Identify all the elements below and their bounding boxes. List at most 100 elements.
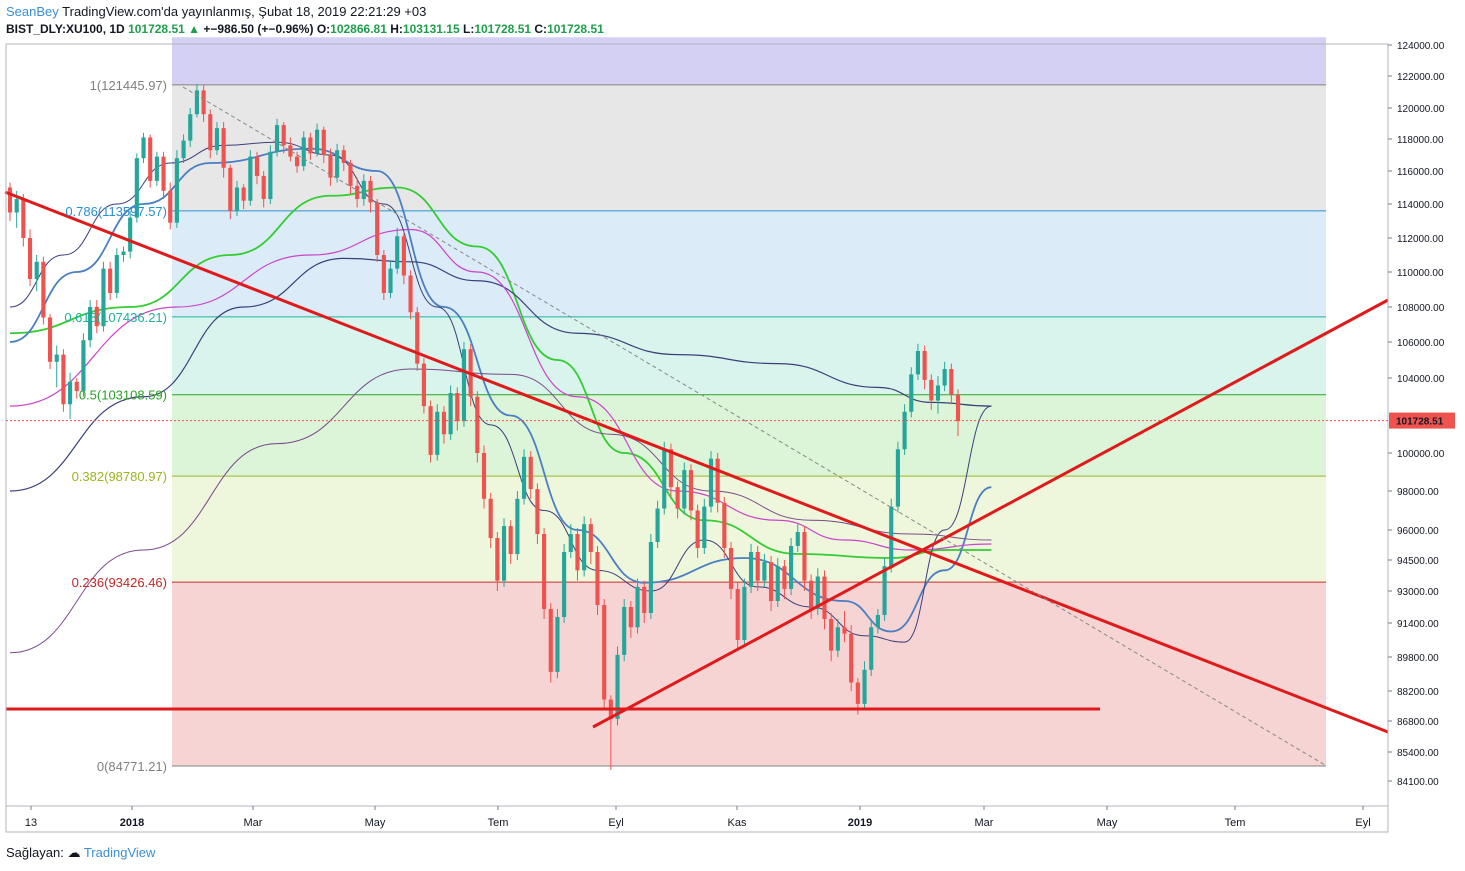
price-tick-label: 84100.00 (1397, 777, 1439, 788)
time-axis[interactable] (5, 805, 1389, 833)
candle-body (288, 145, 293, 157)
price-tick-label: 88200.00 (1397, 687, 1439, 698)
candle-body (428, 406, 433, 455)
candle-body (254, 156, 260, 176)
price-tick-label: 86800.00 (1397, 717, 1439, 728)
author-name[interactable]: SeanBey (6, 4, 59, 19)
candle-body (648, 542, 653, 613)
fibonacci-retracement[interactable] (172, 37, 1326, 767)
moving-averages (9, 141, 992, 654)
candle-body (34, 261, 39, 279)
candle-body (722, 502, 727, 548)
candle-body (81, 340, 86, 392)
candle-body (548, 609, 553, 672)
price-tick-label: 118000.00 (1397, 135, 1444, 146)
candle-body (295, 156, 300, 167)
candle-body (121, 251, 126, 255)
candle-body (695, 510, 700, 548)
candle-body (688, 470, 694, 511)
candle-body (395, 236, 400, 269)
candle-body (922, 351, 927, 380)
candle-body (575, 534, 580, 571)
candle-body (682, 470, 687, 509)
candle-body (582, 524, 587, 571)
time-tick-label: Kas (728, 817, 747, 829)
high-value: 103131.15 (402, 22, 460, 36)
price-tick-label: 100000.00 (1397, 449, 1445, 460)
candle-body (341, 150, 346, 163)
candle-body (902, 411, 907, 450)
moving-average-3 (9, 228, 992, 551)
time-tick-label: Eyl (1355, 817, 1370, 829)
price-tick-label: 108000.00 (1397, 303, 1445, 314)
high-label: H: (390, 22, 403, 36)
candle-body (88, 307, 93, 341)
candle-body (875, 615, 880, 628)
candle-body (455, 393, 460, 422)
candle-body (208, 114, 213, 151)
candle-body (542, 534, 547, 609)
candle-body (809, 580, 814, 609)
price-tick-label: 93000.00 (1397, 587, 1439, 598)
moving-average-5 (9, 141, 992, 643)
time-tick-label: May (1097, 817, 1118, 829)
candle-body (702, 506, 707, 548)
price-change-up-icon: ▲ (188, 22, 201, 36)
candle-body (201, 90, 206, 115)
candle-body (602, 605, 607, 700)
candle-body (68, 381, 73, 405)
chart-publish-info: SeanBey TradingView.com'da yayınlanmış, … (6, 4, 426, 19)
candle-body (495, 538, 500, 581)
candle-body (782, 566, 787, 589)
trendline-1 (592, 298, 1389, 729)
close-value: 101728.51 (547, 22, 604, 36)
candle-body (889, 506, 894, 567)
candle-body (41, 261, 46, 318)
moving-average-4 (9, 368, 992, 654)
provider-prefix: Sağlayan: (6, 845, 64, 860)
candle-body (161, 156, 166, 191)
candle-body (54, 354, 59, 362)
fib-band-4 (172, 394, 1326, 477)
candle-body (375, 202, 380, 255)
candle-body (335, 150, 340, 178)
candle-body (835, 627, 840, 651)
price-axis[interactable]: 124000.00 122000.00 120000.00 118000.00 1160… (1388, 41, 1445, 788)
candle-body (955, 394, 961, 422)
candle-body (521, 456, 527, 499)
candle-body (301, 137, 306, 167)
candle-body (261, 175, 266, 200)
candle-body (642, 586, 647, 613)
provider-link[interactable]: TradingView (83, 845, 156, 860)
symbol-ohlc-bar: BIST_DLY:XU100, 1D 101728.51 ▲ +−986.50 … (6, 22, 604, 36)
candle-body (949, 369, 954, 395)
candle-body (849, 633, 854, 683)
candle-body (822, 576, 827, 619)
candlesticks (7, 84, 961, 770)
candle-body (615, 654, 620, 719)
fib-level-label-3: 0.5(103108.59) (79, 388, 167, 403)
trendlines[interactable] (4, 86, 1389, 766)
candle-body (348, 163, 353, 186)
candle-body (855, 682, 860, 704)
candle-body (234, 187, 240, 211)
price-tick-label: 89800.00 (1397, 653, 1439, 664)
candle-body (909, 374, 914, 412)
candle-body (895, 449, 900, 507)
data-provider-credit: Sağlayan: ☁ TradingView (6, 845, 155, 861)
candle-body (214, 128, 220, 151)
candle-body (508, 526, 513, 554)
candle-body (228, 167, 233, 211)
candle-body (248, 156, 253, 201)
candle-body (361, 180, 366, 200)
fib-band-1 (172, 84, 1326, 211)
candle-body (789, 546, 794, 589)
time-tick-label: Tem (1225, 817, 1246, 829)
candle-body (595, 552, 600, 605)
candle-body (174, 158, 179, 223)
price-tick-label: 112000.00 (1397, 234, 1444, 245)
candle-body (475, 396, 480, 453)
candle-body (929, 379, 934, 401)
fib-band-6 (172, 582, 1326, 767)
